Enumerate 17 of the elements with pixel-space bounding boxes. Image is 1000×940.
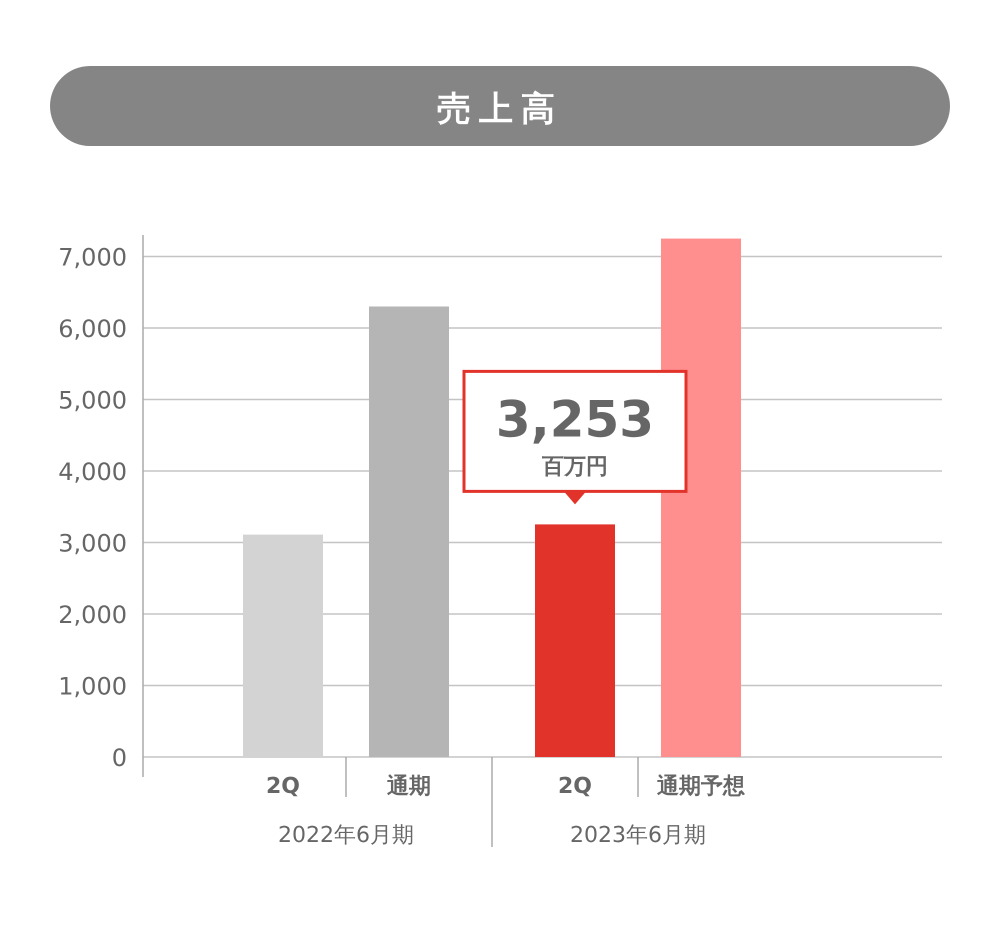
y-tick-label: 5,000: [58, 386, 127, 414]
annotation: 百万円: [541, 454, 608, 480]
y-tick-label: 6,000: [58, 314, 127, 343]
x-tick-label: 通期: [386, 774, 431, 799]
y-tick-label: 4,000: [58, 458, 127, 486]
x-tick-label: 2Q: [266, 774, 300, 799]
chart-title: 売上高: [437, 89, 563, 129]
y-tick-label: 7,000: [58, 243, 127, 272]
x-tick-label: 通期予想: [656, 774, 745, 799]
x-tick-label: 2Q: [558, 774, 592, 799]
y-tick-label: 2,000: [58, 600, 127, 629]
y-tick-label: 0: [112, 744, 127, 772]
data-label: 3,253: [496, 390, 654, 448]
text: 2022年6月期: [278, 823, 414, 848]
y-tick-label: 1,000: [58, 672, 127, 700]
text: 2023年6月期: [570, 823, 706, 848]
y-tick-label: 3,000: [58, 529, 127, 558]
